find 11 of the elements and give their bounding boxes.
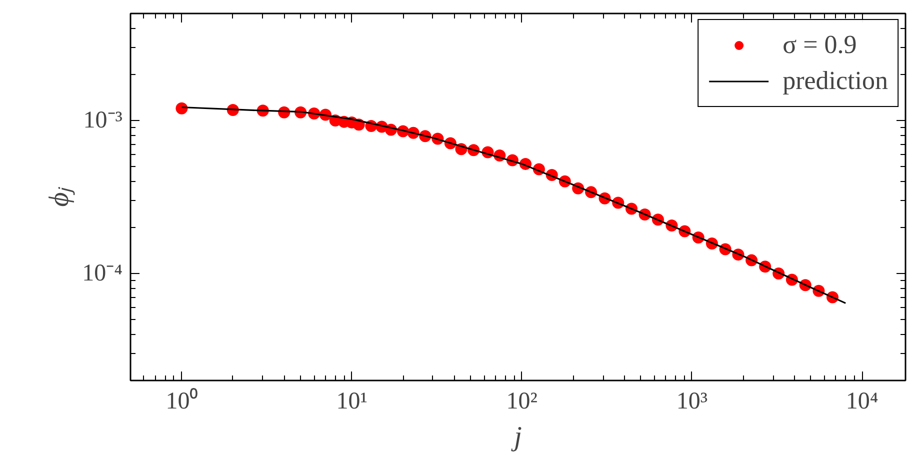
legend-label: σ = 0.9 <box>782 30 857 60</box>
x-tick-label: 10³ <box>676 388 708 414</box>
y-tick-label: 10⁻⁴ <box>82 260 123 287</box>
y-tick-label: 10⁻³ <box>83 107 123 134</box>
x-tick-label: 10¹ <box>336 388 368 414</box>
y-axis-title: ϕⱼ <box>44 186 76 207</box>
x-axis-title: j <box>511 422 522 452</box>
x-tick-label: 10² <box>506 388 538 414</box>
x-tick-label: 10⁰ <box>166 388 198 414</box>
legend-label: prediction <box>782 66 888 96</box>
x-tick-label: 10⁴ <box>846 388 878 414</box>
